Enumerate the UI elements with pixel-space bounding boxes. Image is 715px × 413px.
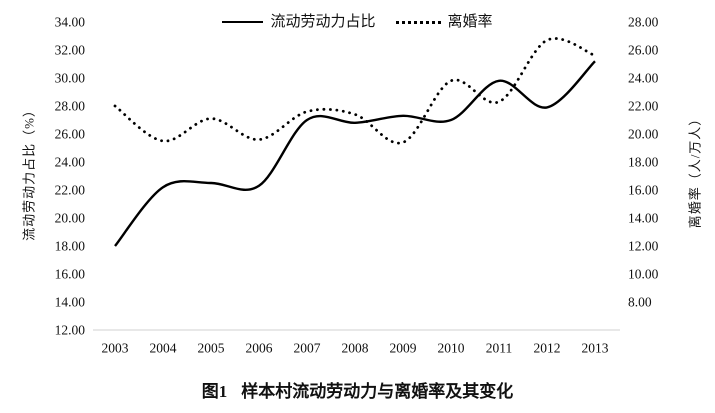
left-axis-title: 流动劳动力占比（%） [21,103,37,241]
right-axis-tick-label: 28.00 [628,15,659,30]
right-axis-tick-label: 8.00 [628,295,652,310]
left-axis-tick-label: 20.00 [55,211,86,226]
right-axis-tick-label: 20.00 [628,127,659,142]
left-axis-tick-label: 24.00 [55,155,86,170]
x-axis-tick-label: 2012 [534,341,561,356]
left-axis-tick-label: 14.00 [55,295,86,310]
x-axis-tick-label: 2009 [390,341,417,356]
left-axis-tick-label: 12.00 [55,323,86,338]
x-axis-tick-label: 2010 [438,341,465,356]
right-axis-tick-label: 24.00 [628,71,659,86]
x-axis-tick-label: 2007 [294,341,321,356]
right-axis-title: 离婚率（人/万人） [687,111,703,229]
left-axis-tick-label: 30.00 [55,71,86,86]
right-axis-tick-label: 14.00 [628,211,659,226]
right-axis-tick-label: 18.00 [628,155,659,170]
x-axis-tick-label: 2011 [486,341,513,356]
x-axis-tick-label: 2004 [150,341,177,356]
x-axis-tick-label: 2006 [246,341,273,356]
legend-item-migrant-labor: 流动劳动力占比 [222,11,376,33]
dotted-line-swatch-icon [395,20,441,24]
chart-legend: 流动劳动力占比 离婚率 [0,11,715,33]
right-axis-tick-label: 10.00 [628,267,659,282]
right-axis-tick-label: 16.00 [628,183,659,198]
left-axis-tick-label: 34.00 [55,15,86,30]
series-line-divorce-rate [113,37,597,145]
series-line-migrant-labor [114,60,596,247]
left-axis-tick-label: 22.00 [55,183,86,198]
figure-caption-number: 图1 [201,382,228,401]
legend-label-migrant-labor: 流动劳动力占比 [270,14,376,30]
solid-line-swatch-icon [222,21,264,23]
x-axis-tick-label: 2013 [582,341,609,356]
right-axis-tick-label: 26.00 [628,43,659,58]
figure-caption: 图1 样本村流动劳动力与离婚率及其变化 [0,380,715,404]
x-axis-tick-label: 2005 [198,341,225,356]
legend-item-divorce-rate: 离婚率 [395,11,493,33]
right-axis-tick-label: 22.00 [628,99,659,114]
left-axis-tick-label: 28.00 [55,99,86,114]
right-axis-tick-label: 12.00 [628,239,659,254]
x-axis-tick-label: 2003 [102,341,129,356]
legend-label-divorce-rate: 离婚率 [447,14,493,30]
x-axis-tick-label: 2008 [342,341,369,356]
left-axis-tick-label: 32.00 [55,43,86,58]
left-axis-tick-label: 26.00 [55,127,86,142]
figure-caption-title: 样本村流动劳动力与离婚率及其变化 [241,382,514,401]
left-axis-tick-label: 16.00 [55,267,86,282]
left-axis-tick-label: 18.00 [55,239,86,254]
